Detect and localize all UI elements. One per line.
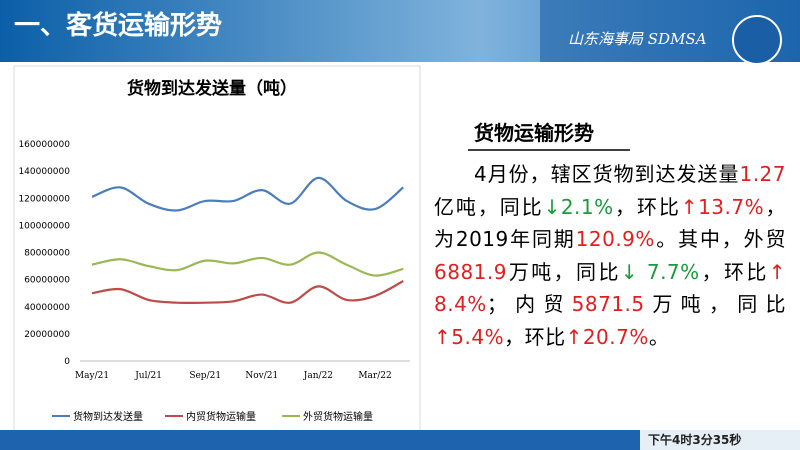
legend-label: 内贸货物运输量 — [186, 410, 256, 423]
chart-panel — [13, 65, 421, 433]
text-run: 6881.9 — [434, 259, 507, 284]
text-run: ↑ — [680, 194, 699, 219]
text-run: ↓ 7.7% — [620, 259, 700, 284]
text-run: 万吨，同比 — [506, 259, 621, 284]
text-run: 亿吨，同比 — [434, 194, 544, 219]
text-run: ↑ 8.4% — [434, 259, 787, 317]
chart-title: 货物到达发送量（吨） — [127, 78, 297, 99]
text-run: ，环比 — [613, 194, 681, 219]
text-run: 1.27 — [739, 162, 786, 186]
y-tick-label: 100000000 — [18, 221, 70, 231]
text-run: ↑5.4% — [434, 324, 505, 349]
x-tick-label: Sep/21 — [189, 371, 221, 381]
y-tick-label: 60000000 — [24, 276, 70, 286]
text-run: 万吨，同比 — [644, 292, 787, 316]
text-run: 13.7% — [698, 194, 765, 219]
section-title: 货物运输形势 — [474, 121, 594, 145]
line-series — [91, 176, 405, 212]
text-run: ，环比 — [504, 324, 566, 349]
text-run: 120.9% — [575, 227, 655, 251]
y-tick-label: 0 — [64, 357, 70, 367]
badge-text: CHINA MSA — [740, 63, 775, 70]
text-run: 。 — [648, 324, 670, 349]
body-text: 4月份，辖区货物到达发送量1.27亿吨，同比↓2.1%，环比↑13.7%，为20… — [434, 158, 786, 353]
logo-text: 山东海事局 SDMSA — [568, 30, 707, 48]
y-tick-label: 40000000 — [24, 303, 70, 313]
y-tick-label: 160000000 — [18, 140, 70, 150]
footer-time: 下午4时3分35秒 — [648, 432, 741, 447]
text-run: 2.1% — [560, 194, 614, 219]
y-tick-label: 120000000 — [18, 194, 70, 204]
header-title: 一、客货运输形势 — [14, 10, 222, 41]
x-tick-label: Jan/22 — [303, 371, 333, 381]
x-tick-label: Jul/21 — [134, 371, 162, 381]
x-tick-label: Nov/21 — [245, 371, 278, 381]
text-run: ↓ — [543, 194, 561, 219]
text-run: ，为2019年同期 — [434, 194, 787, 252]
y-tick-label: 140000000 — [18, 167, 70, 177]
line-series — [91, 280, 404, 305]
x-tick-label: Mar/22 — [358, 371, 391, 381]
footer-band — [0, 430, 800, 450]
text-run: 。其中，外贸 — [654, 227, 786, 251]
text-run: ；内贸 — [486, 292, 572, 316]
legend-label: 外贸货物运输量 — [303, 410, 373, 423]
text-run: 5871.5 — [571, 292, 645, 316]
y-tick-label: 80000000 — [24, 249, 70, 259]
y-tick-label: 20000000 — [24, 330, 70, 340]
footer-time-box — [640, 430, 800, 450]
badge — [732, 15, 782, 65]
text-run: ↑20.7% — [565, 324, 649, 349]
line-series — [91, 251, 404, 277]
legend-label: 货物到达发送量 — [73, 410, 143, 423]
text-run: 4月份，辖区货物到达发送量 — [474, 162, 740, 186]
x-tick-label: May/21 — [75, 371, 109, 381]
text-run: ，环比 — [699, 259, 769, 284]
